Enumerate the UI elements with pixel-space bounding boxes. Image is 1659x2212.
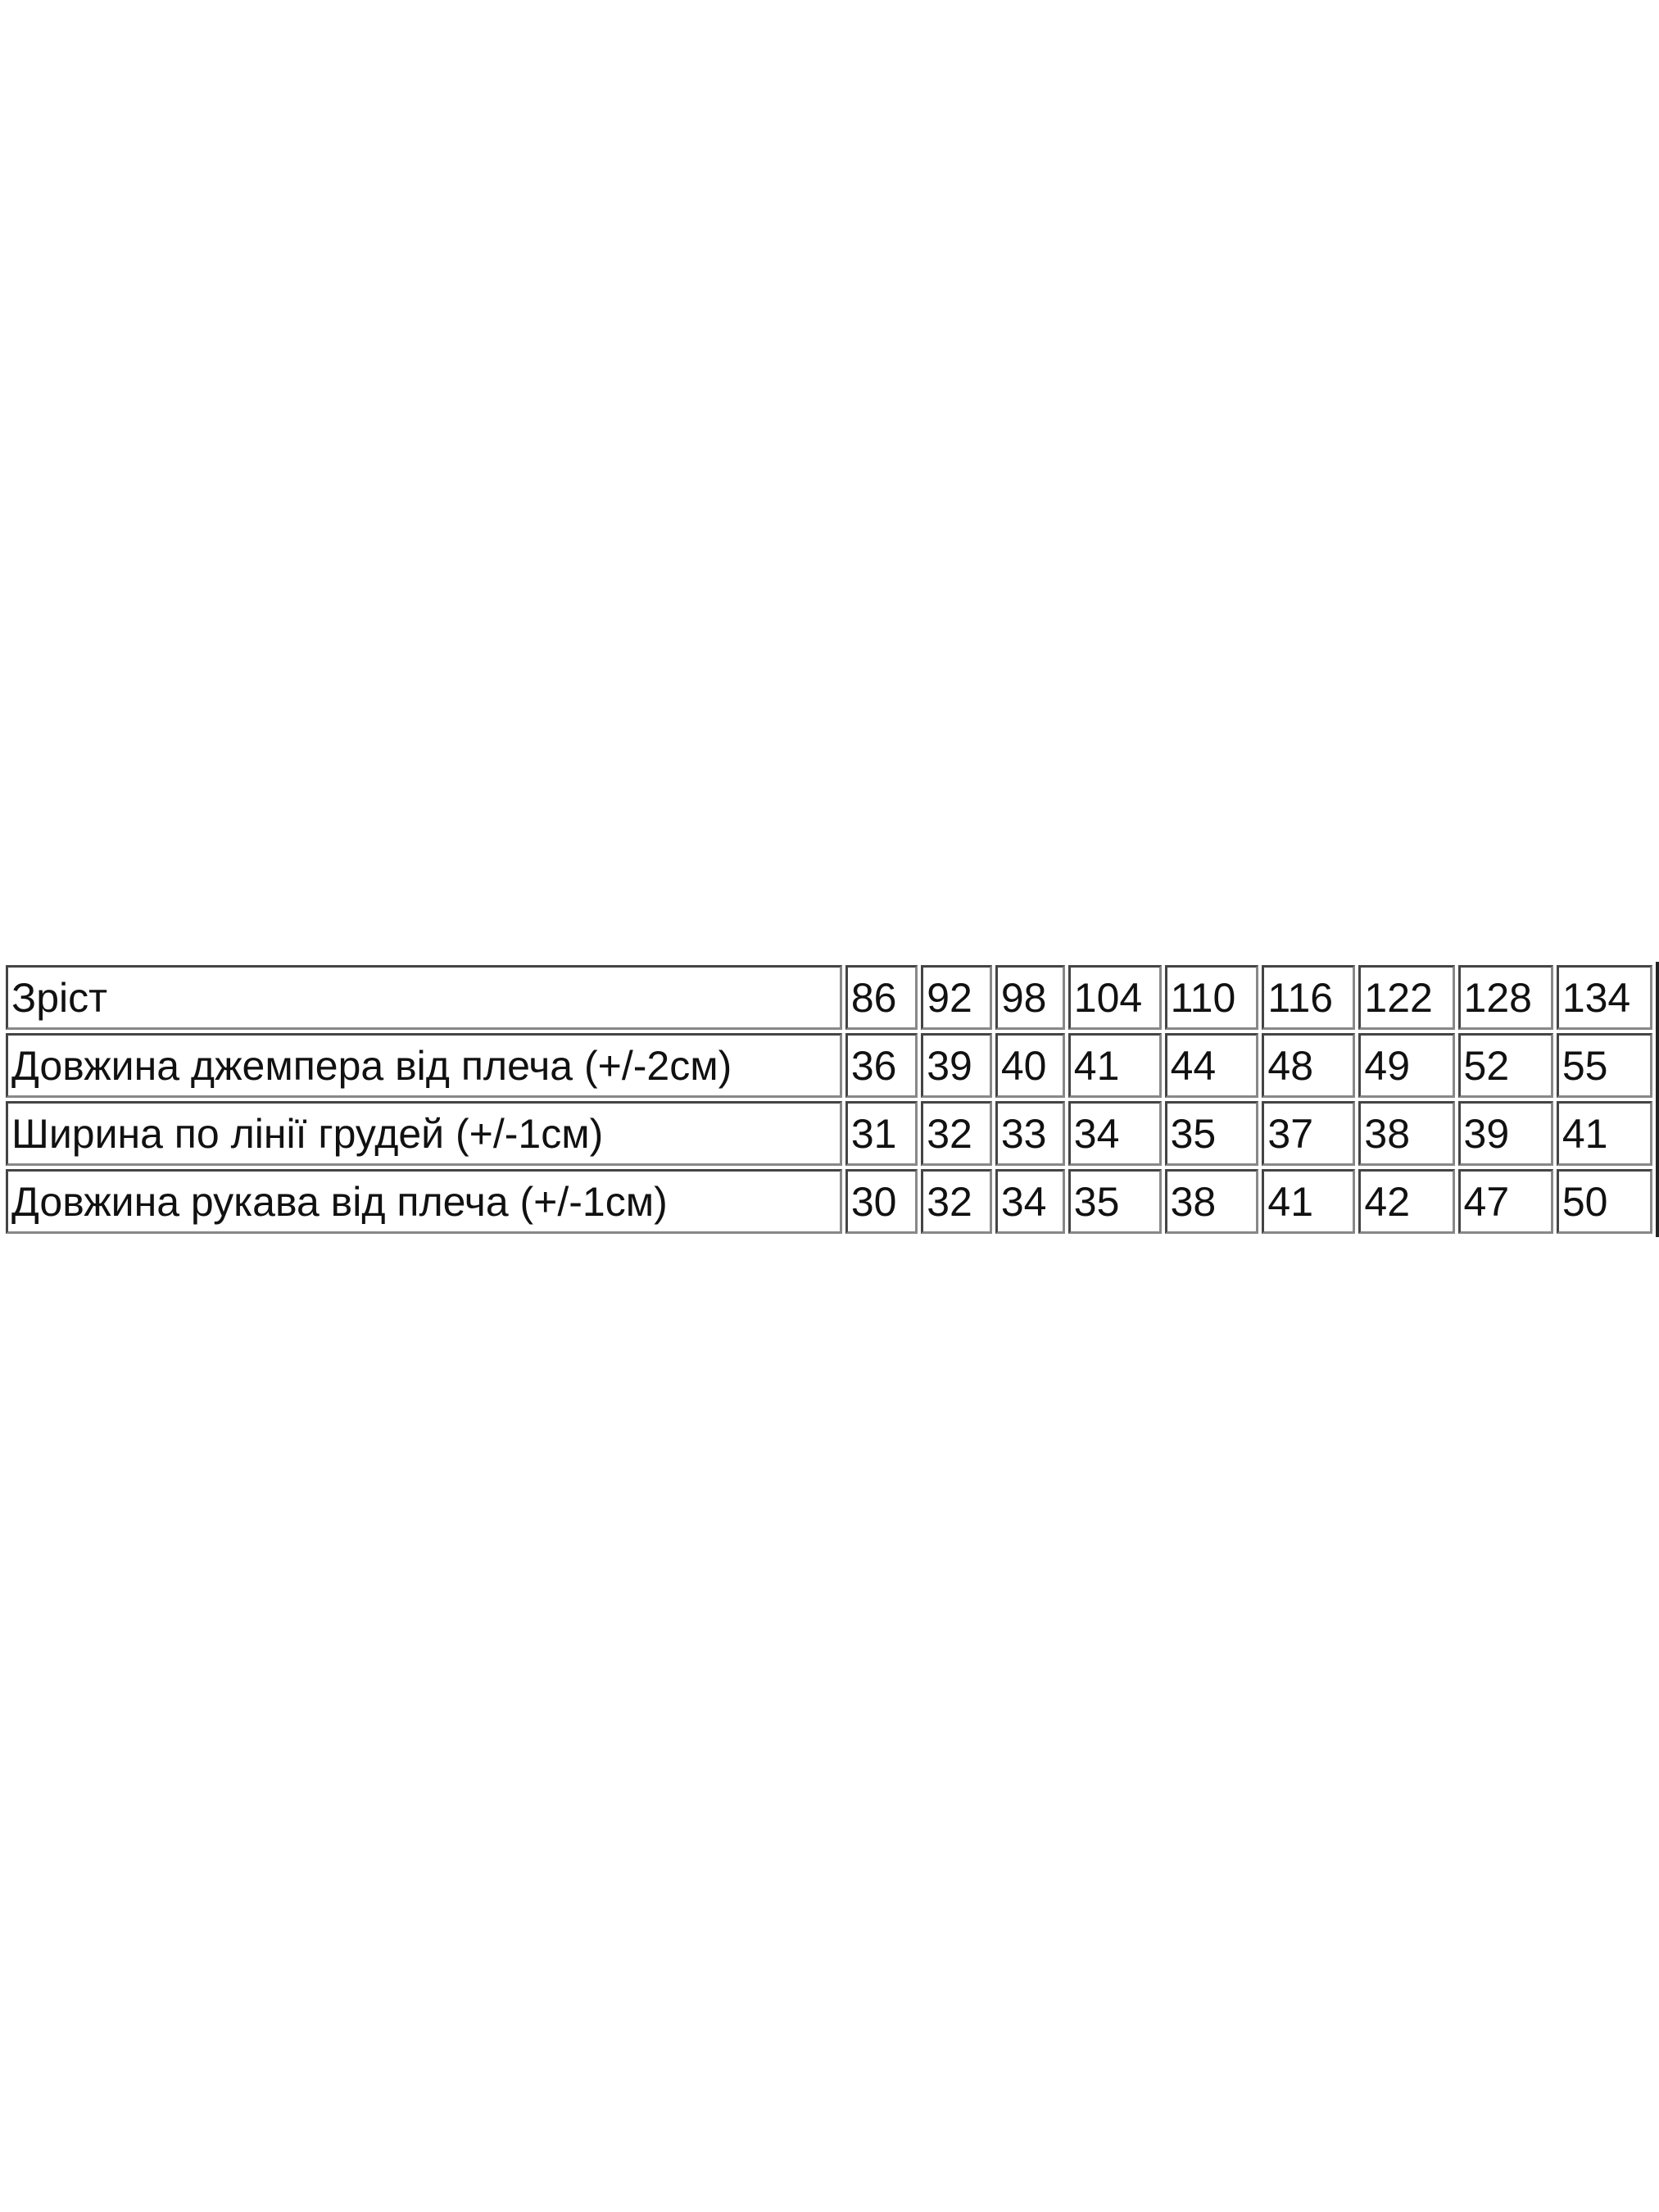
table-cell: 35 xyxy=(1164,1101,1259,1166)
table-cell: 116 xyxy=(1262,965,1356,1030)
table-cell: 47 xyxy=(1457,1169,1553,1234)
table-cell: 33 xyxy=(995,1101,1065,1166)
table-cell: 50 xyxy=(1556,1169,1652,1234)
table-cell: 41 xyxy=(1556,1101,1652,1166)
row-label: Довжина рукава від плеча (+/-1см) xyxy=(6,1169,842,1234)
table-cell: 31 xyxy=(845,1101,918,1166)
table-cell: 32 xyxy=(921,1169,992,1234)
table-cell: 52 xyxy=(1457,1033,1553,1098)
table-cell: 35 xyxy=(1067,1169,1162,1234)
table-cell: 44 xyxy=(1164,1033,1259,1098)
table-cell: 110 xyxy=(1164,965,1259,1030)
table-cell: 128 xyxy=(1457,965,1553,1030)
table-cell: 34 xyxy=(995,1169,1065,1234)
table-cell: 134 xyxy=(1556,965,1652,1030)
jumper-length-row: Довжина джемпера від плеча (+/-2см) 36 39 4… xyxy=(6,1033,1652,1098)
height-row: Зріст 86 92 98 104 110 116 122 128 134 xyxy=(6,965,1652,1030)
table-cell: 86 xyxy=(845,965,918,1030)
table-cell: 30 xyxy=(845,1169,918,1234)
table-cell: 41 xyxy=(1067,1033,1162,1098)
table-cell: 48 xyxy=(1262,1033,1356,1098)
table-cell: 39 xyxy=(921,1033,992,1098)
table-cell: 49 xyxy=(1358,1033,1455,1098)
table-cell: 42 xyxy=(1358,1169,1455,1234)
chest-width-row: Ширина по лінії грудей (+/-1см) 31 32 33 34 3… xyxy=(6,1101,1652,1166)
table-cell: 104 xyxy=(1067,965,1162,1030)
table-cell: 39 xyxy=(1457,1101,1553,1166)
table-cell: 98 xyxy=(995,965,1065,1030)
sleeve-length-row: Довжина рукава від плеча (+/-1см) 30 32 34 3… xyxy=(6,1169,1652,1234)
table-cell: 38 xyxy=(1358,1101,1455,1166)
table-cell: 37 xyxy=(1262,1101,1356,1166)
row-label: Ширина по лінії грудей (+/-1см) xyxy=(6,1101,842,1166)
table-cell: 34 xyxy=(1067,1101,1162,1166)
table-cell: 41 xyxy=(1262,1169,1356,1234)
table-cell: 36 xyxy=(845,1033,918,1098)
table-cell: 122 xyxy=(1358,965,1455,1030)
row-label: Довжина джемпера від плеча (+/-2см) xyxy=(6,1033,842,1098)
row-label: Зріст xyxy=(6,965,842,1030)
table-cell: 40 xyxy=(995,1033,1065,1098)
table-cell: 55 xyxy=(1556,1033,1652,1098)
table-cell: 32 xyxy=(921,1101,992,1166)
table-cell: 38 xyxy=(1164,1169,1259,1234)
size-chart-table: Зріст 86 92 98 104 110 116 122 128 134 Довжина дже… xyxy=(2,962,1659,1237)
table-cell: 92 xyxy=(921,965,992,1030)
